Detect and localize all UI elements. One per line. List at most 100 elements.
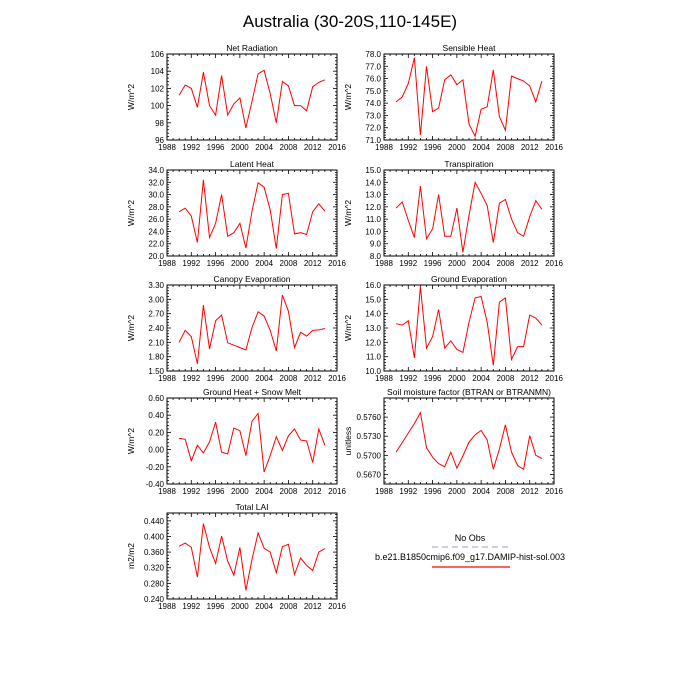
- y-tick-label: 0.320: [144, 564, 165, 573]
- x-tick-label: 2004: [472, 374, 490, 383]
- y-tick-label: 15.0: [365, 166, 381, 175]
- y-tick-label: 13.0: [365, 324, 381, 333]
- x-tick-label: 1996: [424, 259, 442, 268]
- panel-8: Soil moisture factor (BTRAN or BTRANMN) u…: [343, 387, 563, 496]
- y-tick-label: 11.0: [366, 215, 382, 224]
- x-tick-label: 1988: [158, 143, 176, 152]
- panel-4: Transpiration W/m^2 1988 1992 1996 2000 2004 20…: [343, 159, 563, 268]
- y-tick-label: 0.5670: [357, 470, 382, 479]
- x-tick-label: 2008: [497, 487, 515, 496]
- x-tick-label: 2000: [231, 602, 249, 611]
- x-tick-label: 1992: [399, 374, 417, 383]
- y-tick-label: 0.280: [144, 579, 165, 588]
- y-axis-label: unitless: [343, 427, 353, 456]
- x-tick-label: 1996: [207, 487, 225, 496]
- panel-title: Ground Heat + Snow Melt: [203, 387, 302, 397]
- y-axis-label: W/m^2: [126, 315, 136, 341]
- x-tick-label: 1992: [182, 487, 200, 496]
- x-tick-label: 1988: [375, 374, 393, 383]
- x-tick-label: 2016: [328, 143, 346, 152]
- y-tick-label: 10.0: [365, 367, 381, 376]
- y-tick-label: 0.360: [144, 548, 165, 557]
- y-tick-label: 76.0: [365, 75, 381, 84]
- y-tick-label: 14.0: [365, 310, 381, 319]
- series-line: [178, 294, 326, 364]
- y-tick-label: 78.0: [365, 50, 381, 59]
- x-tick-label: 2004: [255, 487, 273, 496]
- x-tick-label: 2004: [255, 374, 273, 383]
- panel-title: Canopy Evaporation: [213, 274, 290, 284]
- y-tick-label: 75.0: [365, 87, 381, 96]
- y-tick-label: 0.5700: [357, 451, 382, 460]
- y-tick-label: 8.0: [370, 252, 382, 261]
- x-tick-label: 2016: [545, 143, 563, 152]
- y-tick-label: 22.0: [148, 240, 164, 249]
- series-line: [395, 57, 543, 138]
- x-tick-label: 1992: [399, 487, 417, 496]
- x-tick-label: 1996: [424, 374, 442, 383]
- y-tick-label: 0.400: [144, 532, 165, 541]
- panel-title: Ground Evaporation: [431, 274, 507, 284]
- x-tick-label: 2000: [448, 259, 466, 268]
- x-tick-label: 2000: [448, 374, 466, 383]
- x-tick-label: 1988: [158, 374, 176, 383]
- y-tick-label: 15.0: [365, 295, 381, 304]
- x-tick-label: 2012: [521, 259, 539, 268]
- x-tick-label: 2004: [255, 259, 273, 268]
- y-tick-label: 98: [155, 119, 164, 128]
- x-tick-label: 2000: [448, 143, 466, 152]
- y-tick-label: 73.0: [365, 111, 381, 120]
- y-tick-label: 16.0: [365, 281, 381, 290]
- x-tick-label: 2016: [545, 487, 563, 496]
- y-tick-label: 100: [151, 102, 165, 111]
- x-tick-label: 1988: [375, 487, 393, 496]
- x-tick-label: 2004: [472, 259, 490, 268]
- y-tick-label: 12.0: [365, 338, 381, 347]
- y-tick-label: 30.0: [148, 191, 164, 200]
- x-tick-label: 1992: [399, 143, 417, 152]
- y-tick-label: 96: [155, 136, 164, 145]
- y-tick-label: 3.30: [148, 281, 164, 290]
- y-tick-label: 32.0: [148, 178, 164, 187]
- x-tick-label: 2008: [497, 143, 515, 152]
- x-tick-label: 1992: [182, 259, 200, 268]
- x-tick-label: 2008: [497, 374, 515, 383]
- y-tick-label: 14.0: [365, 178, 381, 187]
- x-tick-label: 2012: [304, 374, 322, 383]
- y-tick-label: 34.0: [148, 166, 164, 175]
- y-axis-label: W/m^2: [126, 200, 136, 226]
- panel-3: Latent Heat W/m^2 1988 1992 1996 2000 2004 2008…: [126, 159, 346, 268]
- series-line: [395, 286, 543, 366]
- x-tick-label: 2012: [521, 487, 539, 496]
- plot-frame: [166, 512, 338, 600]
- x-tick-label: 1996: [207, 374, 225, 383]
- x-tick-label: 1988: [158, 602, 176, 611]
- panel-9: Total LAI m2/m2 1988 1992 1996 2000 2004 2008 20…: [126, 502, 346, 611]
- x-tick-label: 2016: [328, 374, 346, 383]
- panels: Net Radiation W/m^2 1988 1992 1996 2000 2004 20…: [126, 43, 563, 611]
- x-tick-label: 2012: [304, 259, 322, 268]
- x-tick-label: 1992: [182, 143, 200, 152]
- y-tick-label: 0.00: [148, 446, 164, 455]
- x-tick-label: 1996: [207, 602, 225, 611]
- x-tick-label: 2000: [231, 487, 249, 496]
- legend-obs-label: No Obs: [455, 533, 486, 543]
- x-tick-label: 2004: [255, 143, 273, 152]
- y-tick-label: 104: [151, 67, 165, 76]
- x-tick-label: 1988: [158, 487, 176, 496]
- y-tick-label: 11.0: [366, 353, 382, 362]
- x-tick-label: 1988: [375, 259, 393, 268]
- x-tick-label: 2008: [497, 259, 515, 268]
- x-tick-label: 2016: [328, 259, 346, 268]
- panel-7: Ground Heat + Snow Melt W/m^2 1988 1992 1996…: [126, 387, 346, 496]
- y-tick-label: 2.40: [148, 324, 164, 333]
- y-tick-label: 71.0: [365, 136, 381, 145]
- y-tick-label: 0.60: [148, 394, 164, 403]
- x-tick-label: 2016: [328, 487, 346, 496]
- panel-6: Ground Evaporation W/m^2 1988 1992 1996 2000 2…: [343, 274, 563, 383]
- x-tick-label: 2004: [472, 487, 490, 496]
- y-tick-label: 1.80: [148, 353, 164, 362]
- legend-model-label: b.e21.B1850cmip6.f09_g17.DAMIP-hist-sol.…: [375, 552, 565, 562]
- y-axis-label: W/m^2: [343, 315, 353, 341]
